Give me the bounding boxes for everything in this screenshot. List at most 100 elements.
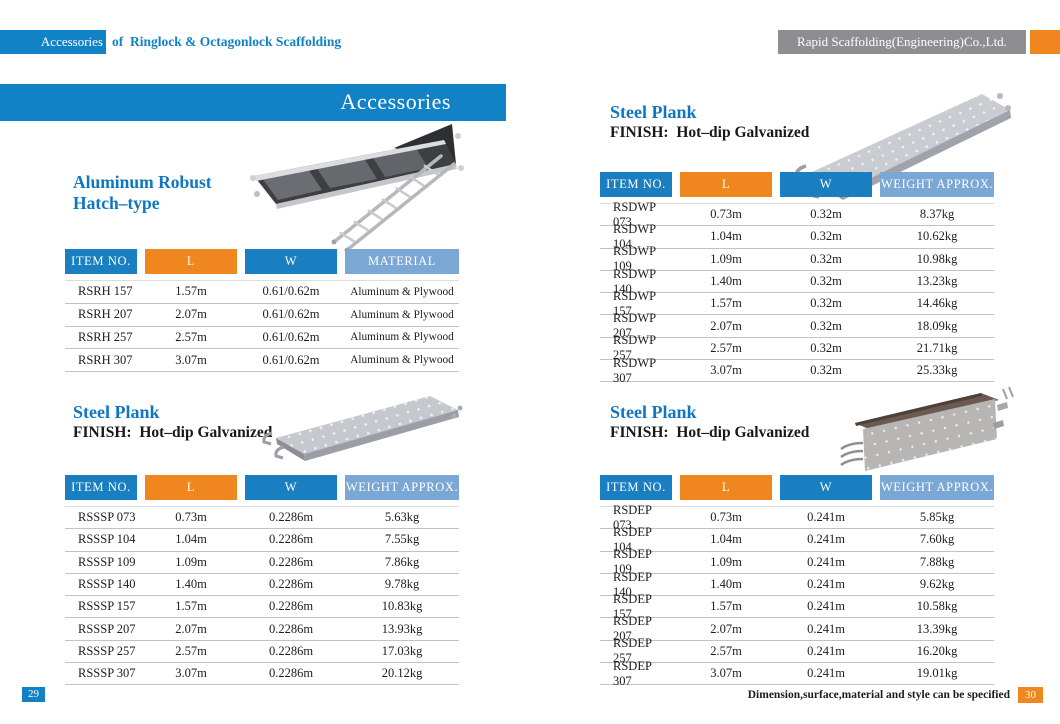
table-cell: RSRH 157 [78,284,133,299]
table-cell: RSDWP 257 [613,333,656,363]
table-row: RSSSP 104 1.04m 0.2286m 7.55kg [65,529,459,552]
table-row: RSDWP 109 1.09m 0.32m 10.98kg [600,244,994,273]
table-header-row: ITEM NO. L W WEIGHT APPROX. [600,475,994,500]
table-cell: 9.62kg [919,577,955,592]
section-title: Steel Plank [73,402,160,422]
table-cell: 25.33kg [916,363,958,378]
table-cell: 18.09kg [916,318,958,333]
column-header: WEIGHT APPROX. [345,475,459,500]
table-cell: 0.2286m [268,666,314,681]
table-cell: 0.32m [810,363,842,378]
table-cell: 0.241m [807,599,845,614]
table-cell: 1.40m [175,577,207,592]
finish-note: FINISH: Hot–dip Galvanized [610,124,810,141]
table-row: RSRH 207 2.07m 0.61/0.62m Aluminum & Plywoo… [65,304,459,327]
steel-plank-image [262,396,463,461]
table-cell: 0.61/0.62m [262,352,320,367]
column-header: L [680,475,772,500]
table-row: RSDEP 307 3.07m 0.241m 19.01kg [600,659,994,688]
table-cell: RSRH 257 [78,329,133,344]
table-cell: RSDEP 307 [613,658,652,688]
table-cell: 10.98kg [916,251,958,266]
table-row: RSDWP 307 3.07m 0.32m 25.33kg [600,356,994,385]
table-cell: RSDWP 307 [613,355,656,385]
table-row: RSSSP 257 2.57m 0.2286m 17.03kg [65,641,459,664]
hatch-type-platform-image [250,124,464,252]
table-body: RSRH 157 1.57m 0.61/0.62m Aluminum & Plywoo… [65,280,459,373]
steel-plank-side-image [840,386,1014,471]
table-cell: RSRH 307 [78,352,133,367]
table-row: RSRH 257 2.57m 0.61/0.62m Aluminum & Plywoo… [65,327,459,350]
table-body: RSDWP 073 0.73m 0.32m 8.37kg RSDWP 104 1.04m 0… [600,199,994,385]
header-title: of Ringlock & Octagonlock Scaffolding [112,34,342,49]
table-row: RSSSP 073 0.73m 0.2286m 5.63kg [65,507,459,530]
column-header: W [780,172,872,197]
table-body: RSDEP 073 0.73m 0.241m 5.85kg RSDEP 104 1.04m… [600,503,994,688]
table-header-row: ITEM NO. L W WEIGHT APPROX. [65,475,459,500]
table-cell: RSRH 207 [78,307,133,322]
table-row: RSDEP 207 2.07m 0.241m 13.39kg [600,614,994,643]
section-title: Steel Plank [610,402,697,422]
table-cell: 0.2286m [268,621,314,636]
table-cell: 0.32m [810,318,842,333]
accessories-banner: Accessories [0,84,506,121]
table-cell: 1.04m [710,532,742,547]
table-cell: 0.32m [810,296,842,311]
table-cell: 3.07m [710,363,742,378]
column-header: L [145,249,237,274]
table-cell: 13.23kg [916,274,958,289]
table-cell: 0.2286m [268,510,314,525]
table-cell: RSSSP 140 [78,577,136,592]
table-cell: 9.78kg [384,577,420,592]
column-header: W [245,249,337,274]
table-row: RSSSP 140 1.40m 0.2286m 9.78kg [65,574,459,597]
table-cell: 0.73m [710,207,742,222]
table-cell: 10.62kg [916,229,958,244]
table-cell: 2.57m [710,340,742,355]
table-cell: 0.32m [810,274,842,289]
table-cell: 0.2286m [268,577,314,592]
table-cell: 17.03kg [381,643,423,658]
table-cell: RSDWP 104 [613,221,656,251]
column-header: WEIGHT APPROX. [880,475,994,500]
section-title-line2: Hatch–type [73,193,160,213]
table-cell: RSDWP 109 [613,244,656,274]
table-cell: 5.85kg [919,510,955,525]
column-header: W [780,475,872,500]
table-row: RSDEP 140 1.40m 0.241m 9.62kg [600,570,994,599]
column-header: L [680,172,772,197]
table-cell: 1.57m [710,296,742,311]
table-cell: 0.2286m [268,599,314,614]
steel-plank-table: ITEM NO. L W WEIGHT APPROX. RSDEP 073 0.73m 0.… [600,475,994,688]
table-cell: 7.55kg [384,532,420,547]
table-cell: 1.40m [710,274,742,289]
table-cell: 14.46kg [916,296,958,311]
table-cell: RSDEP 157 [613,591,652,621]
table-row: RSSSP 207 2.07m 0.2286m 13.93kg [65,618,459,641]
table-cell: RSDWP 073 [613,199,656,229]
hatch-type-table: ITEM NO. L W MATERIAL RSRH 157 1.57m 0.61/0.62… [65,249,459,373]
table-cell: 5.63kg [384,510,420,525]
table-cell: 20.12kg [381,666,423,681]
footer-note: Dimension,surface,material and style can… [747,689,1010,701]
table-cell: 1.57m [175,599,207,614]
table-cell: RSDEP 104 [613,524,652,554]
table-cell: 0.61/0.62m [262,307,320,322]
company-name: Rapid Scaffolding(Engineering)Co.,Ltd. [778,30,1026,54]
table-cell: 0.32m [810,251,842,266]
table-cell: 0.73m [175,510,207,525]
table-cell: 1.57m [710,599,742,614]
table-cell: 21.71kg [916,340,958,355]
table-cell: 7.86kg [384,554,420,569]
table-row: RSSSP 157 1.57m 0.2286m 10.83kg [65,596,459,619]
table-cell: 0.241m [807,643,845,658]
table-row: RSDWP 140 1.40m 0.32m 13.23kg [600,267,994,296]
table-row: RSDWP 157 1.57m 0.32m 14.46kg [600,289,994,318]
table-cell: 0.32m [810,229,842,244]
table-cell: RSDEP 207 [613,614,652,644]
table-cell: 13.93kg [381,621,423,636]
table-cell: 1.09m [175,554,207,569]
table-header-row: ITEM NO. L W MATERIAL [65,249,459,274]
table-cell: RSDWP 207 [613,311,656,341]
table-cell: 2.57m [175,329,207,344]
